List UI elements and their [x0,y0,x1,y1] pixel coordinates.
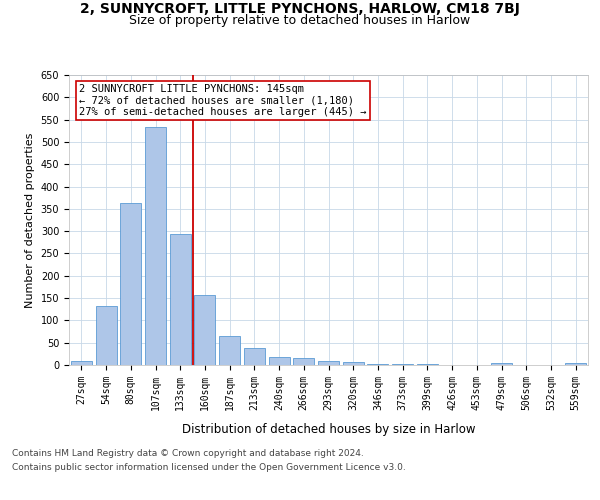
Bar [269,357,290,365]
Bar [95,306,116,365]
Bar [565,363,586,365]
Text: 2, SUNNYCROFT, LITTLE PYNCHONS, HARLOW, CM18 7BJ: 2, SUNNYCROFT, LITTLE PYNCHONS, HARLOW, … [80,2,520,16]
Bar [392,364,413,365]
Bar [244,348,265,365]
Text: Contains HM Land Registry data © Crown copyright and database right 2024.: Contains HM Land Registry data © Crown c… [12,448,364,458]
Bar [120,204,141,365]
Bar [318,360,339,365]
Bar [293,358,314,365]
Bar [145,127,166,365]
Bar [491,363,512,365]
Text: Distribution of detached houses by size in Harlow: Distribution of detached houses by size … [182,422,476,436]
Bar [343,362,364,365]
Bar [170,234,191,365]
Y-axis label: Number of detached properties: Number of detached properties [25,132,35,308]
Bar [194,295,215,365]
Bar [71,360,92,365]
Bar [367,364,388,365]
Text: 2 SUNNYCROFT LITTLE PYNCHONS: 145sqm
← 72% of detached houses are smaller (1,180: 2 SUNNYCROFT LITTLE PYNCHONS: 145sqm ← 7… [79,84,367,117]
Text: Size of property relative to detached houses in Harlow: Size of property relative to detached ho… [130,14,470,27]
Bar [417,364,438,365]
Text: Contains public sector information licensed under the Open Government Licence v3: Contains public sector information licen… [12,464,406,472]
Bar [219,336,240,365]
